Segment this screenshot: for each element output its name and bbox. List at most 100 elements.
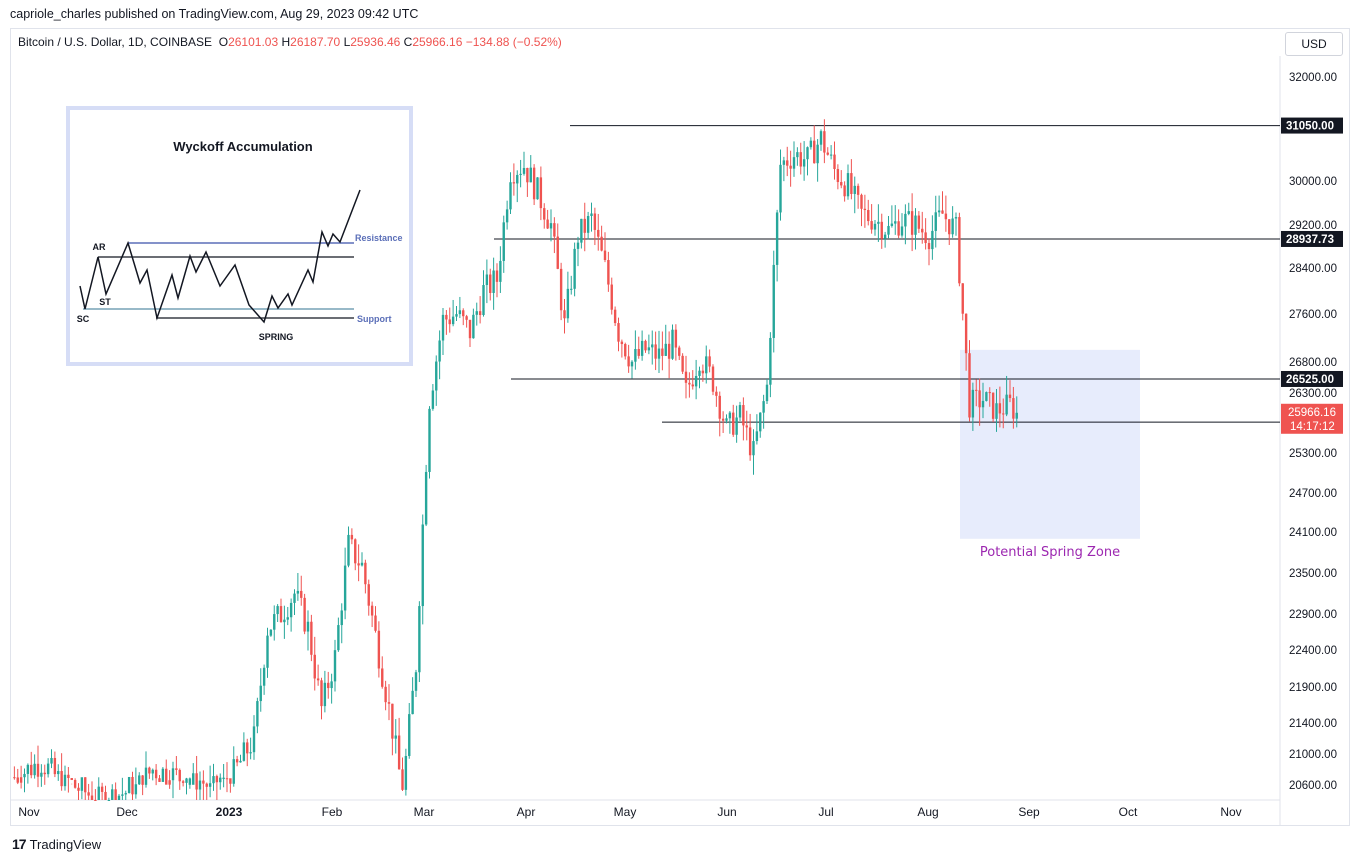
- candle-body: [775, 212, 779, 265]
- candle-body: [367, 584, 370, 606]
- wyckoff-inset-frame: [66, 106, 413, 366]
- candle-body: [840, 182, 843, 186]
- candle-body: [394, 735, 397, 739]
- candle-body: [435, 361, 438, 391]
- candle-body: [181, 781, 185, 783]
- candle-body: [168, 780, 171, 785]
- candle-body: [492, 270, 495, 293]
- candle-body: [90, 795, 94, 800]
- y-tick-label: 21000.00: [1289, 749, 1337, 761]
- candle-body: [455, 314, 458, 317]
- candle-body: [718, 395, 721, 419]
- countdown-label: 14:17:12: [1290, 421, 1335, 433]
- candle-body: [782, 160, 786, 165]
- candle-body: [529, 167, 532, 183]
- candle-body: [620, 341, 624, 345]
- candle-body: [431, 390, 435, 409]
- candle-body: [370, 605, 374, 616]
- candle-body: [364, 562, 367, 585]
- candle-body: [526, 167, 529, 183]
- candle-body: [482, 285, 485, 316]
- candle-body: [505, 209, 509, 223]
- high-value: 26187.70: [290, 35, 341, 49]
- x-tick-label: Oct: [1119, 805, 1138, 819]
- candle-body: [296, 590, 300, 594]
- candle-body: [843, 185, 846, 197]
- candle-body: [478, 311, 482, 316]
- candle-body: [644, 340, 647, 351]
- candle-body: [586, 215, 590, 233]
- candle-body: [792, 157, 796, 169]
- candle-body: [880, 221, 883, 239]
- candle-body: [1015, 412, 1018, 419]
- label-sc: SC: [77, 314, 90, 324]
- candle-body: [539, 177, 543, 209]
- candle-body: [445, 314, 448, 320]
- candle-body: [954, 217, 958, 219]
- candle-body: [208, 783, 212, 787]
- candle-body: [924, 232, 927, 244]
- candle-body: [941, 210, 944, 214]
- candle-body: [826, 152, 829, 155]
- candle-body: [934, 212, 937, 231]
- candle-body: [570, 288, 573, 290]
- candle-body: [978, 390, 981, 408]
- candle-body: [877, 221, 880, 224]
- candle-body: [50, 757, 53, 764]
- last-price-tag: [1281, 403, 1343, 434]
- candle-body: [995, 403, 998, 419]
- publisher-line: capriole_charles published on TradingVie…: [10, 7, 419, 21]
- candle-body: [904, 213, 907, 227]
- candle-body: [192, 773, 195, 785]
- x-tick-label: 2023: [216, 805, 243, 819]
- candle-body: [350, 534, 354, 540]
- label-spring: SPRING: [259, 332, 294, 342]
- candle-body: [256, 701, 259, 727]
- candle-body: [617, 323, 620, 342]
- candle-body: [573, 248, 576, 289]
- candle-body: [799, 152, 802, 167]
- candle-body: [229, 778, 232, 784]
- currency-button[interactable]: USD: [1285, 32, 1343, 56]
- candle-body: [60, 771, 63, 787]
- candle-body: [381, 668, 384, 687]
- candle-body: [867, 210, 870, 222]
- y-tick-label: 22900.00: [1289, 609, 1337, 621]
- candle-body: [927, 243, 931, 250]
- label-ar: AR: [93, 242, 106, 252]
- candle-body: [715, 391, 718, 396]
- y-tick-label: 29200.00: [1289, 220, 1337, 232]
- candle-body: [910, 211, 914, 235]
- candle-body: [391, 703, 394, 739]
- candle-body: [671, 329, 674, 359]
- candle-body: [917, 215, 921, 229]
- candle-body: [357, 563, 360, 566]
- x-tick-label: Mar: [414, 805, 435, 819]
- candle-body: [651, 344, 654, 348]
- candle-body: [576, 242, 580, 249]
- y-tick-label: 26800.00: [1289, 357, 1337, 369]
- candle-body: [408, 714, 411, 756]
- candle-body: [559, 268, 563, 311]
- candle-body: [242, 742, 246, 761]
- candle-body: [293, 593, 296, 603]
- candle-body: [691, 384, 694, 387]
- candle-body: [654, 344, 657, 359]
- candle-body: [664, 343, 667, 356]
- candle-body: [809, 140, 813, 148]
- candle-body: [991, 392, 995, 419]
- candle-body: [613, 309, 617, 324]
- brand-name: TradingView: [29, 836, 102, 852]
- candle-body: [985, 392, 988, 401]
- candle-body: [897, 221, 900, 236]
- candle-body: [553, 223, 556, 237]
- candle-body: [249, 752, 252, 754]
- candle-body: [178, 769, 181, 782]
- candle-body: [421, 524, 424, 607]
- candle-body: [472, 314, 475, 339]
- candle-body: [495, 270, 499, 282]
- low-value: 25936.46: [350, 35, 401, 49]
- candle-body: [80, 777, 84, 791]
- candle-body: [802, 159, 806, 167]
